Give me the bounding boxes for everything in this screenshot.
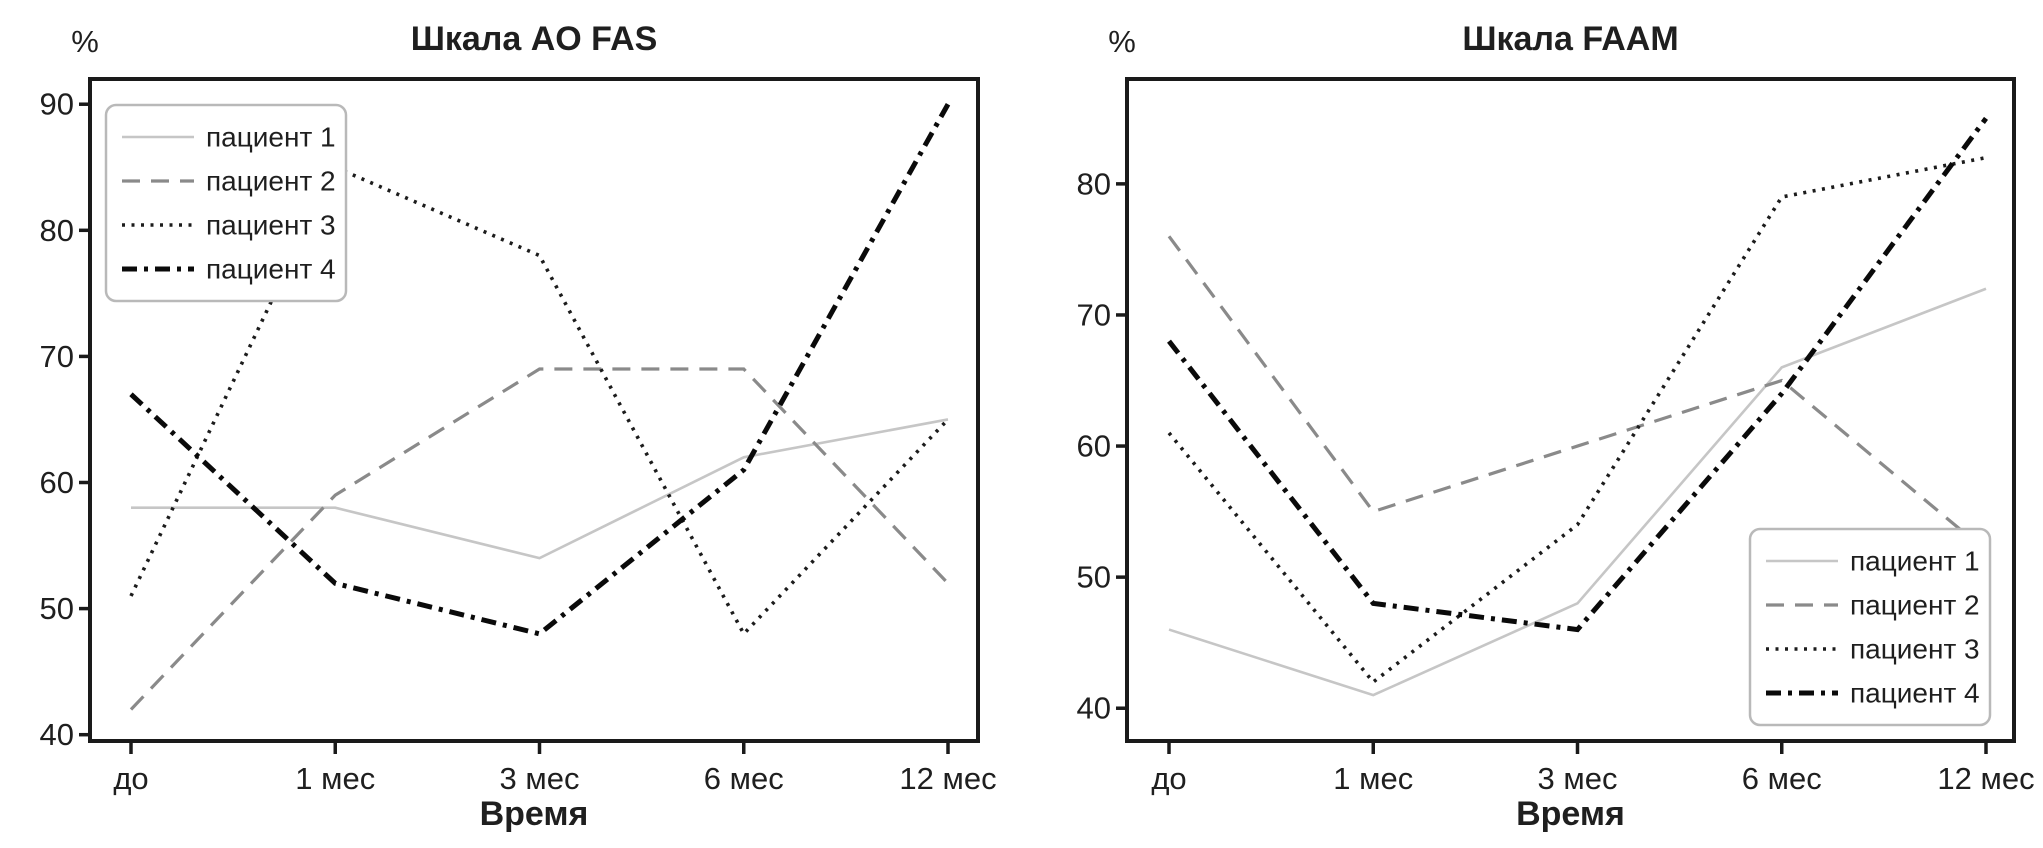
y-axis-unit-label: % bbox=[1108, 24, 1136, 59]
x-tick-label: 1 мес bbox=[1333, 761, 1413, 796]
panel-faam: % Шкала FAAM 40 50 60 70 80 до 1 мес 3 мес 6 мес 12… bbox=[1021, 0, 2042, 848]
series-line-3 bbox=[129, 164, 950, 637]
legend-box bbox=[104, 103, 348, 303]
y-tick-label: 60 bbox=[1077, 429, 1111, 464]
legend-label: пациент 3 bbox=[1850, 634, 1980, 665]
y-tick-label: 40 bbox=[40, 717, 74, 752]
legend-label: пациент 2 bbox=[206, 166, 336, 197]
x-tick-label: 3 мес bbox=[1538, 761, 1618, 796]
x-tick-label: 12 мес bbox=[899, 761, 996, 796]
chart-title: Шкала FAAM bbox=[1462, 20, 1678, 58]
x-tick-label: 6 мес bbox=[704, 761, 784, 796]
legend-label: пациент 1 bbox=[206, 122, 336, 153]
x-tick-label: 1 мес bbox=[295, 761, 375, 796]
legend-label: пациент 4 bbox=[206, 254, 336, 285]
legend-label: пациент 2 bbox=[1850, 590, 1980, 621]
y-tick-label: 60 bbox=[40, 465, 74, 500]
y-tick-label: 80 bbox=[40, 213, 74, 248]
plot-border bbox=[1125, 77, 2016, 743]
series-line-2 bbox=[129, 367, 950, 711]
y-tick-label: 50 bbox=[40, 591, 74, 626]
y-tick-label: 80 bbox=[1077, 166, 1111, 201]
x-tick-label: 6 мес bbox=[1742, 761, 1822, 796]
y-tick-label: 50 bbox=[1077, 560, 1111, 595]
series-line-3 bbox=[1167, 155, 1987, 685]
legend: пациент 1 пациент 2 пациент 3 пациент 4 bbox=[1748, 527, 1992, 727]
chart-faam: % Шкала FAAM 40 50 60 70 80 до 1 мес 3 мес 6 мес 12… bbox=[1077, 20, 2035, 833]
plot-border bbox=[88, 77, 980, 743]
series-line-2 bbox=[1167, 235, 1988, 553]
x-tick-label: 3 мес bbox=[500, 761, 580, 796]
legend-label: пациент 1 bbox=[1850, 546, 1980, 577]
x-tick-label: 12 мес bbox=[1937, 761, 2034, 796]
chart-title: Шкала AO FAS bbox=[411, 20, 658, 58]
series-line-4 bbox=[1167, 116, 1989, 633]
legend: пациент 1 пациент 2 пациент 3 пациент 4 bbox=[104, 103, 348, 303]
y-tick-label: 70 bbox=[40, 339, 74, 374]
panel-ao-fas: % Шкала AO FAS 40 50 60 70 80 90 до 1 мес 3 мес 6 м… bbox=[0, 0, 1021, 848]
series-line-1 bbox=[131, 418, 949, 560]
chart-ao-fas: % Шкала AO FAS 40 50 60 70 80 90 до 1 мес 3 мес 6 м… bbox=[40, 20, 997, 833]
y-axis-unit-label: % bbox=[71, 24, 99, 59]
x-axis-label: Время bbox=[480, 795, 589, 833]
x-tick-label: до bbox=[113, 761, 148, 796]
y-tick-label: 90 bbox=[40, 87, 74, 122]
series-line-1 bbox=[1168, 287, 1987, 697]
y-tick-label: 70 bbox=[1077, 297, 1111, 332]
legend-label: пациент 3 bbox=[206, 210, 336, 241]
x-tick-label: до bbox=[1151, 761, 1186, 796]
x-axis-label: Время bbox=[1516, 795, 1625, 833]
y-tick-label: 40 bbox=[1077, 691, 1111, 726]
legend-label: пациент 4 bbox=[1850, 678, 1980, 709]
legend-box bbox=[1748, 527, 1992, 727]
